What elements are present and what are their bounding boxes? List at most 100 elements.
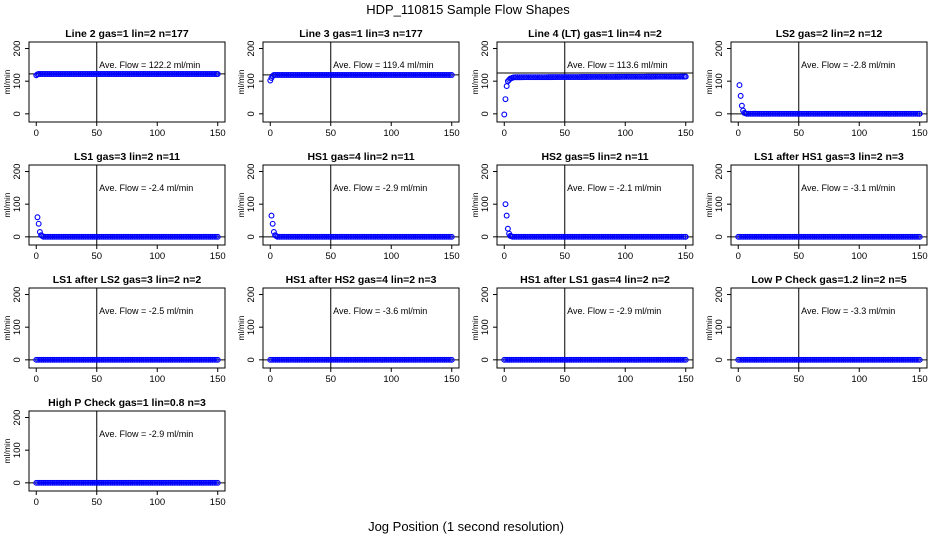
data-point bbox=[84, 233, 91, 240]
data-point bbox=[71, 479, 78, 486]
data-point bbox=[760, 110, 767, 117]
data-point bbox=[185, 479, 192, 486]
data-point bbox=[183, 233, 190, 240]
data-point bbox=[155, 71, 162, 77]
panel-9: LS1 after LS2 gas=3 lin=2 n=2 0 50 100 150 0 1… bbox=[2, 274, 226, 385]
y-tick-label: 100 bbox=[12, 196, 23, 212]
data-point bbox=[567, 233, 574, 240]
data-point bbox=[900, 233, 907, 240]
data-point bbox=[680, 356, 687, 363]
data-point bbox=[555, 233, 562, 240]
data-point bbox=[298, 356, 305, 363]
x-tick-label: 150 bbox=[210, 128, 226, 139]
data-point bbox=[394, 356, 401, 363]
data-point bbox=[334, 233, 341, 240]
data-point bbox=[72, 71, 78, 77]
data-point bbox=[388, 72, 395, 78]
data-point bbox=[414, 356, 421, 363]
data-point bbox=[593, 356, 600, 363]
data-point bbox=[674, 73, 681, 80]
data-point bbox=[61, 71, 68, 77]
data-point bbox=[527, 74, 534, 81]
data-point bbox=[378, 72, 384, 78]
data-point bbox=[416, 72, 423, 78]
data-point bbox=[738, 102, 745, 109]
data-point bbox=[276, 72, 283, 78]
panel-5: LS1 gas=3 lin=2 n=11 0 50 100 150 0 100 200 ml/m… bbox=[2, 151, 226, 262]
data-point bbox=[511, 233, 518, 240]
data-point bbox=[136, 356, 143, 363]
data-point bbox=[71, 233, 78, 240]
data-point bbox=[36, 479, 43, 486]
y-axis-label: ml/min bbox=[236, 315, 246, 340]
data-point bbox=[147, 233, 154, 240]
data-point bbox=[309, 72, 315, 78]
data-point bbox=[580, 233, 587, 240]
data-point bbox=[598, 233, 605, 240]
data-point bbox=[878, 356, 885, 363]
data-point bbox=[556, 233, 563, 240]
data-point bbox=[58, 356, 65, 363]
data-point bbox=[533, 356, 540, 363]
data-point bbox=[272, 356, 279, 363]
data-point bbox=[147, 356, 154, 363]
data-point bbox=[561, 74, 568, 81]
data-point bbox=[443, 233, 450, 240]
data-point bbox=[150, 71, 156, 77]
data-point bbox=[789, 233, 796, 240]
data-point bbox=[510, 356, 517, 363]
data-point bbox=[766, 233, 773, 240]
data-point bbox=[66, 71, 73, 77]
data-point bbox=[180, 479, 187, 486]
data-point bbox=[753, 356, 760, 363]
data-point bbox=[790, 110, 797, 117]
data-point bbox=[205, 479, 212, 486]
data-point bbox=[832, 110, 839, 117]
data-point bbox=[165, 356, 172, 363]
y-tick-label: 100 bbox=[480, 73, 491, 89]
data-point bbox=[199, 71, 205, 77]
data-point bbox=[105, 479, 112, 486]
data-point bbox=[773, 356, 780, 363]
data-point bbox=[844, 233, 851, 240]
data-point bbox=[171, 356, 178, 363]
data-point bbox=[748, 233, 754, 240]
data-point bbox=[33, 479, 40, 486]
data-point bbox=[632, 73, 639, 80]
data-point bbox=[319, 356, 326, 363]
data-point bbox=[884, 356, 891, 363]
data-point bbox=[867, 233, 874, 240]
data-point bbox=[568, 356, 575, 363]
data-point bbox=[798, 233, 805, 240]
data-point bbox=[207, 233, 214, 240]
data-point bbox=[767, 356, 774, 363]
data-point bbox=[341, 233, 348, 240]
data-point bbox=[543, 74, 550, 81]
data-point bbox=[871, 233, 878, 240]
data-point bbox=[269, 356, 276, 363]
data-point bbox=[914, 356, 921, 363]
data-point bbox=[176, 479, 183, 486]
data-point bbox=[659, 356, 666, 363]
data-point bbox=[550, 356, 557, 363]
data-point bbox=[430, 356, 437, 363]
data-point bbox=[437, 72, 444, 78]
data-point bbox=[425, 72, 432, 78]
data-point bbox=[149, 356, 156, 363]
data-point bbox=[397, 72, 404, 78]
y-axis-label: ml/min bbox=[236, 192, 246, 217]
data-point bbox=[740, 233, 747, 240]
data-point bbox=[813, 356, 820, 363]
x-tick-label: 150 bbox=[444, 251, 460, 262]
data-point bbox=[596, 233, 603, 240]
data-point bbox=[821, 110, 828, 117]
data-point bbox=[773, 233, 780, 240]
data-point bbox=[352, 72, 359, 78]
data-point bbox=[343, 72, 350, 78]
data-point bbox=[740, 356, 747, 363]
average-flow-annotation: Ave. Flow = 119.4 ml/min bbox=[333, 60, 433, 70]
data-point bbox=[51, 356, 58, 363]
panel-title: HS1 after LS1 gas=4 lin=2 n=2 bbox=[520, 274, 670, 286]
data-point bbox=[187, 233, 194, 240]
data-point bbox=[283, 72, 290, 78]
